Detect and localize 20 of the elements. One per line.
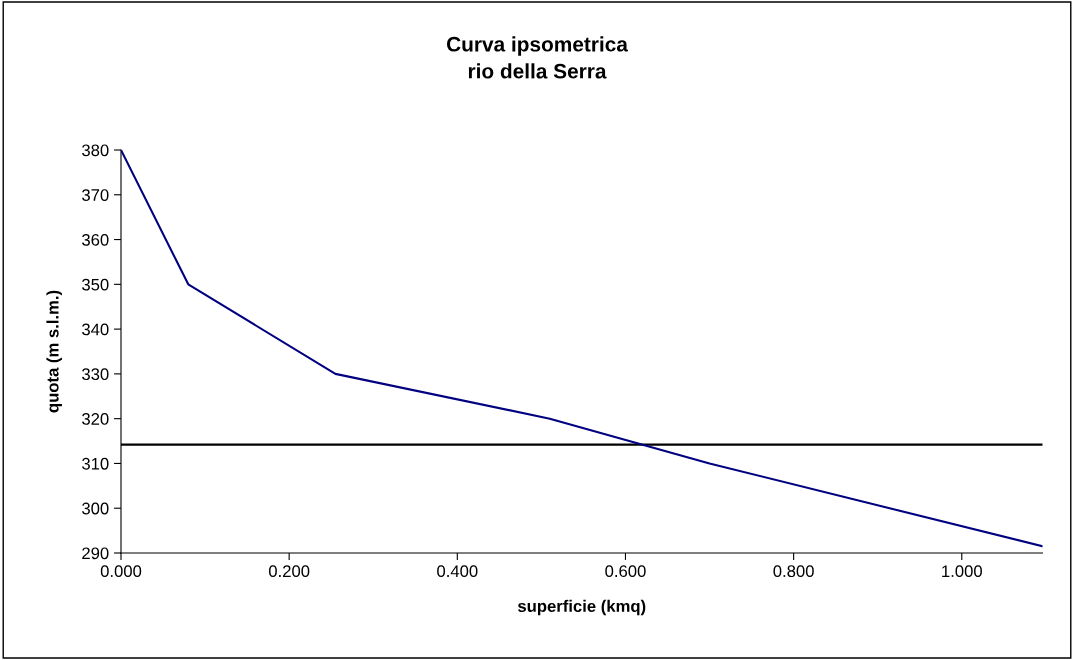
x-tick-label: 0.400 — [437, 565, 478, 578]
y-tick-label: 340 — [82, 323, 109, 336]
chart-title: Curva ipsometrica rio della Serra — [446, 36, 629, 79]
y-tick-label: 350 — [82, 278, 109, 291]
y-tick-label: 370 — [82, 189, 109, 201]
y-tick-label: 360 — [82, 233, 109, 246]
y-tick-label: 290 — [82, 547, 109, 560]
x-axis-title: superficie (kmq) — [517, 599, 646, 616]
y-tick-label: 320 — [82, 413, 109, 425]
x-tick-label: 1.000 — [942, 565, 982, 578]
x-tick-label: 0.000 — [100, 565, 142, 578]
y-tick-label: 310 — [82, 457, 109, 470]
x-tick-label: 0.600 — [605, 565, 646, 578]
y-tick-label: 330 — [82, 368, 109, 381]
y-tick-label: 380 — [82, 144, 109, 157]
line-series — [121, 150, 1043, 548]
x-tick-label: 0.200 — [268, 565, 310, 578]
y-axis-title: quota (m s.l.m.) — [46, 290, 62, 413]
x-tick-label: 0.800 — [773, 565, 814, 578]
y-tick-label: 300 — [82, 502, 109, 515]
